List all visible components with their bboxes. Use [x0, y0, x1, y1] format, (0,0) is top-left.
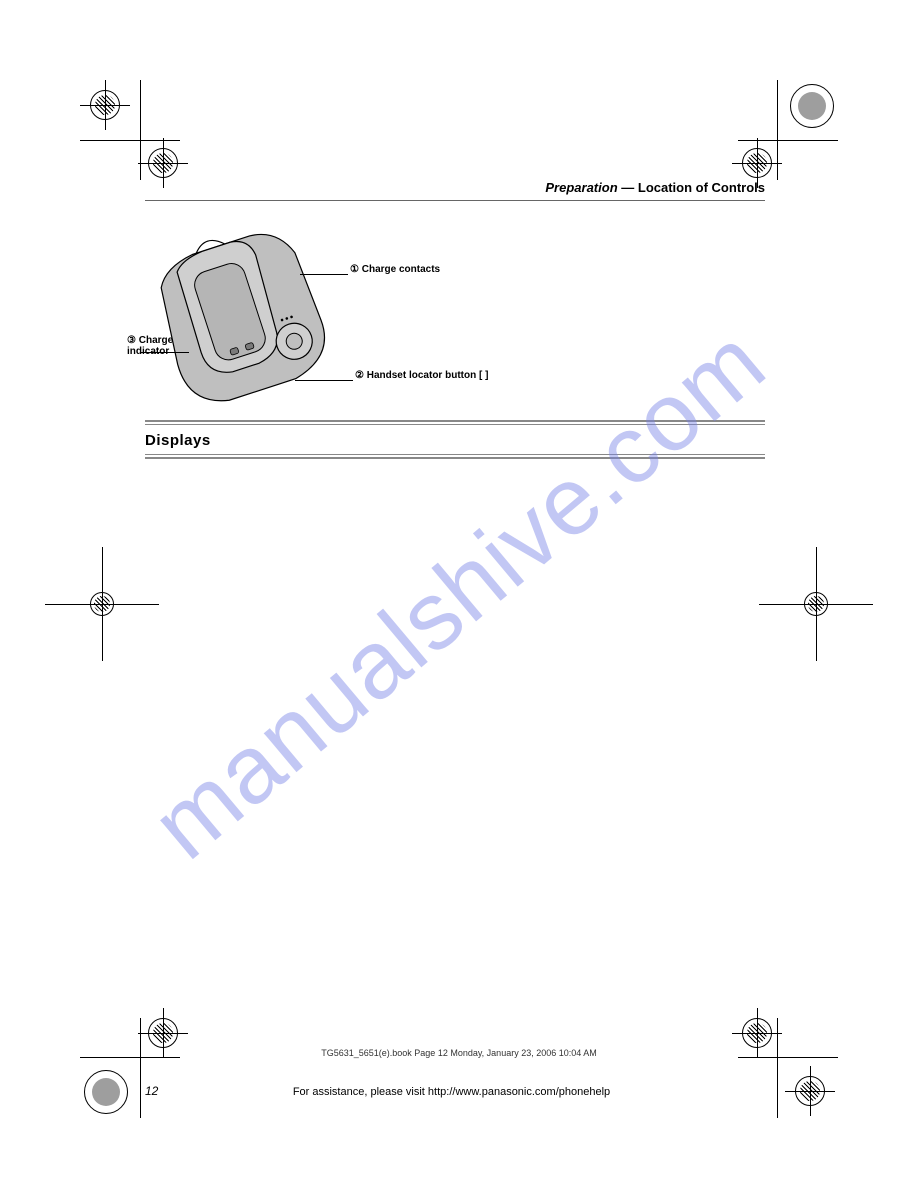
header-section: Preparation [545, 180, 617, 195]
label-text: Charge contacts [362, 264, 440, 275]
reg-mark [742, 1018, 772, 1048]
running-header: Preparation — Location of Controls [545, 180, 765, 195]
reg-mark [742, 148, 772, 178]
header-topic: Location of Controls [638, 180, 765, 195]
leader-line [300, 274, 348, 275]
reg-circle [790, 84, 834, 128]
reg-mark [148, 1018, 178, 1048]
reg-mark [795, 1076, 825, 1106]
label-number: ② [355, 370, 364, 381]
section-heading: Displays [145, 432, 211, 449]
diagram-label: ③ Charge indicator [127, 335, 187, 357]
label-number: ③ [127, 335, 136, 346]
reg-mark-side [90, 592, 114, 616]
header-rule [145, 200, 765, 201]
page-footer: 12 For assistance, please visit http://w… [145, 1082, 765, 1100]
header-separator: — [621, 180, 638, 195]
diagram-label: ① Charge contacts [350, 264, 440, 275]
label-number: ① [350, 264, 359, 275]
leader-line [295, 380, 353, 381]
reg-circle [84, 1070, 128, 1114]
charger-diagram [135, 215, 345, 415]
label-text: Handset locator button [ ] [367, 370, 489, 381]
reg-mark-side [804, 592, 828, 616]
reg-mark [148, 148, 178, 178]
diagram-label: ② Handset locator button [ ] [355, 370, 488, 381]
reg-mark [90, 90, 120, 120]
footer-assist-text: For assistance, please visit http://www.… [293, 1086, 610, 1098]
page-number: 12 [145, 1084, 158, 1098]
